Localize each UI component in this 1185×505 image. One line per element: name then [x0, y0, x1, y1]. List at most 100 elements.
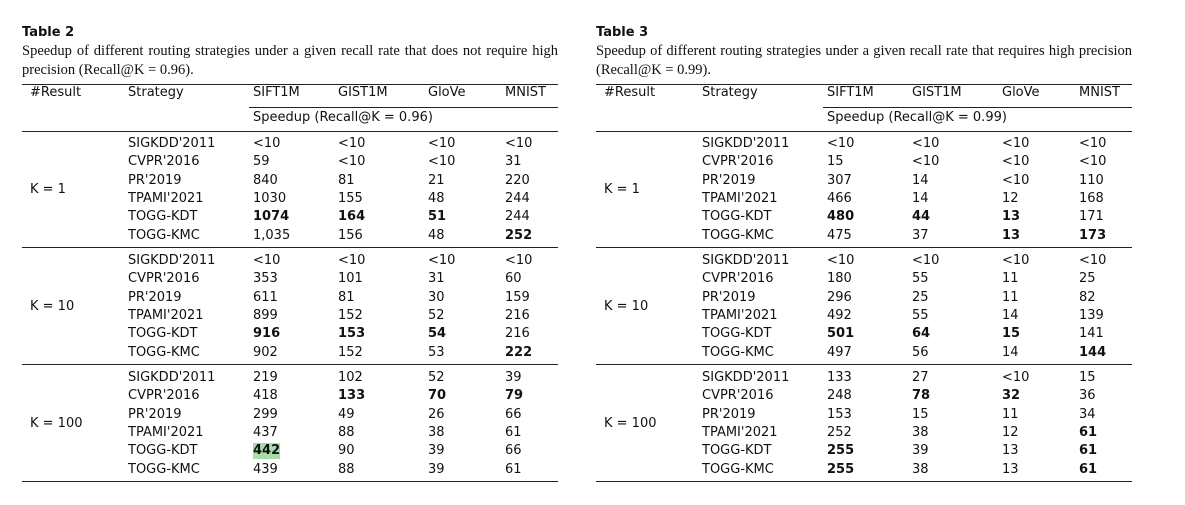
strategy-cell: PR'2019	[702, 172, 756, 188]
value-cell: 37	[912, 227, 929, 243]
strategy-cell: CVPR'2016	[702, 271, 774, 287]
column-header: #Result	[30, 85, 82, 100]
value-cell: 78	[912, 388, 931, 404]
value-cell: <10	[827, 253, 855, 268]
value-cell: 133	[827, 370, 852, 385]
value-cell: 1074	[253, 209, 290, 225]
value-cell: 497	[827, 344, 852, 360]
strategy-cell: TOGG-KMC	[702, 227, 774, 243]
value-cell: 244	[505, 190, 530, 206]
value-cell: 56	[912, 344, 929, 360]
strategy-cell: PR'2019	[128, 289, 182, 305]
value-cell: 38	[912, 424, 929, 440]
column-header: SIFT1M	[253, 85, 300, 100]
rule	[249, 107, 558, 108]
value-cell: 475	[827, 227, 852, 243]
table-label: Table 3	[596, 25, 649, 40]
column-header: MNIST	[505, 85, 546, 100]
group-label: K = 10	[30, 298, 75, 314]
group-label: K = 10	[604, 298, 649, 314]
value-cell: 916	[253, 326, 281, 342]
strategy-cell: CVPR'2016	[128, 154, 200, 170]
value-cell: <10	[1079, 154, 1107, 170]
value-cell: 31	[428, 271, 445, 287]
value-cell: <10	[338, 253, 366, 268]
strategy-cell: TPAMI'2021	[702, 307, 778, 323]
value-cell: 60	[505, 271, 522, 287]
value-cell: 15	[912, 406, 929, 422]
strategy-cell: SIGKDD'2011	[128, 253, 216, 268]
value-cell: 492	[827, 307, 852, 323]
value-cell: 66	[505, 443, 522, 459]
strategy-cell: TOGG-KMC	[702, 461, 774, 477]
value-cell: 1,035	[253, 227, 291, 243]
value-cell: 13	[1002, 443, 1019, 459]
value-cell: 61	[1079, 461, 1098, 477]
value-cell: 11	[1002, 406, 1019, 422]
value-cell: 439	[253, 461, 278, 477]
value-cell: 14	[912, 172, 929, 188]
value-cell: 34	[1079, 406, 1096, 422]
value-cell: 299	[253, 406, 278, 422]
value-cell: <10	[428, 136, 456, 151]
value-cell: 11	[1002, 271, 1019, 287]
value-cell: 180	[827, 271, 852, 287]
value-cell: 25	[912, 289, 929, 305]
value-cell: 39	[912, 443, 929, 459]
strategy-cell: SIGKDD'2011	[128, 136, 216, 151]
strategy-cell: TPAMI'2021	[128, 424, 204, 440]
value-cell: <10	[338, 136, 366, 151]
value-cell: 38	[912, 461, 929, 477]
strategy-cell: TOGG-KDT	[128, 326, 198, 342]
value-cell: 59	[253, 154, 270, 170]
strategy-cell: TOGG-KDT	[128, 209, 198, 225]
strategy-cell: TPAMI'2021	[702, 424, 778, 440]
value-cell: 81	[338, 172, 355, 188]
value-cell: 216	[505, 307, 530, 323]
value-cell: 501	[827, 326, 855, 342]
value-cell: 61	[1079, 443, 1098, 459]
value-cell: <10	[505, 253, 533, 268]
value-cell: <10	[827, 136, 855, 151]
value-cell: <10	[338, 154, 366, 170]
value-cell: 88	[338, 461, 355, 477]
strategy-cell: PR'2019	[702, 406, 756, 422]
value-cell: 53	[428, 344, 445, 360]
value-cell: 48	[428, 227, 445, 243]
table-caption: Speedup of different routing strategies …	[596, 43, 1132, 78]
value-cell: 244	[505, 209, 530, 225]
strategy-cell: TOGG-KMC	[128, 344, 200, 360]
rule	[22, 364, 558, 365]
rule	[596, 84, 1132, 85]
rule	[596, 481, 1132, 482]
value-cell: 51	[428, 209, 447, 225]
value-cell: <10	[428, 253, 456, 268]
value-cell: 153	[338, 326, 366, 342]
value-cell: 39	[505, 370, 522, 385]
value-cell: 437	[253, 424, 278, 440]
value-cell: <10	[1002, 370, 1030, 385]
value-cell: 442	[253, 443, 281, 460]
group-label: K = 100	[604, 415, 657, 431]
value-cell: 32	[1002, 388, 1021, 404]
strategy-cell: TOGG-KMC	[128, 461, 200, 477]
strategy-cell: CVPR'2016	[128, 271, 200, 287]
value-cell: 21	[428, 172, 445, 188]
rule	[22, 131, 558, 132]
value-cell: 13	[1002, 209, 1021, 225]
value-cell: 248	[827, 388, 852, 404]
strategy-cell: PR'2019	[702, 289, 756, 305]
value-cell: 15	[1079, 370, 1096, 385]
value-cell: 79	[505, 388, 524, 404]
value-cell: 15	[1002, 326, 1021, 342]
rule	[823, 107, 1132, 108]
value-cell: 70	[428, 388, 447, 404]
value-cell: 13	[1002, 461, 1019, 477]
column-header: GIST1M	[912, 85, 962, 100]
value-cell: 152	[338, 344, 363, 360]
value-cell: 31	[505, 154, 522, 170]
column-header: Strategy	[128, 85, 184, 100]
value-cell: <10	[253, 136, 281, 151]
value-cell: 27	[912, 370, 929, 385]
table-caption: Speedup of different routing strategies …	[22, 43, 558, 78]
